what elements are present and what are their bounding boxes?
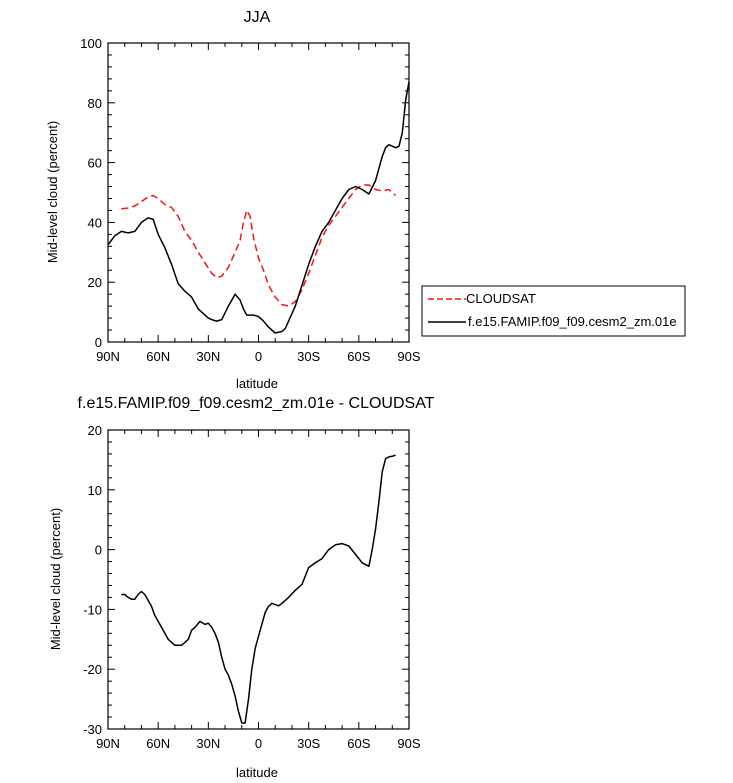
top-chart-x-tick-label: 90N xyxy=(96,349,120,364)
top-chart-x-tick-label: 30S xyxy=(297,349,320,364)
legend-label-cloudsat: CLOUDSAT xyxy=(466,291,536,306)
top-chart-x-tick-label: 60N xyxy=(146,349,170,364)
top-chart-x-axis-label: latitude xyxy=(236,376,278,391)
bottom-chart: f.e15.FAMIP.f09_f09.cesm2_zm.01e - CLOUD… xyxy=(48,395,435,780)
bottom-chart-x-tick-label: 30S xyxy=(297,736,320,751)
bottom-chart-x-axis-label: latitude xyxy=(236,765,278,780)
top-chart-y-tick-label: 20 xyxy=(88,275,102,290)
top-chart-y-tick-label: 80 xyxy=(88,96,102,111)
bottom-chart-x-tick-label: 60S xyxy=(347,736,370,751)
top-chart-x-tick-label: 90S xyxy=(397,349,420,364)
legend-box xyxy=(421,285,686,337)
bottom-chart-y-axis-label: Mid-level cloud (percent) xyxy=(48,508,63,650)
bottom-chart-y-tick-label: 20 xyxy=(88,423,102,438)
bottom-chart-series-line-0 xyxy=(121,454,396,724)
top-chart-legend: CLOUDSAT f.e15.FAMIP.f09_f09.cesm2_zm.01… xyxy=(421,285,686,337)
bottom-chart-y-tick-label: -10 xyxy=(83,602,102,617)
top-chart-plot-area: 90N 60N 30N 0 30S 60S 90S 0 20 40 60 80 100 xyxy=(80,36,421,364)
bottom-chart-x-tick-label: 90S xyxy=(397,736,420,751)
bottom-chart-title: f.e15.FAMIP.f09_f09.cesm2_zm.01e - CLOUD… xyxy=(78,395,435,412)
bottom-chart-frame xyxy=(107,429,410,730)
top-chart-y-tick-label: 0 xyxy=(95,335,102,350)
top-chart-x-tick-label: 30N xyxy=(196,349,220,364)
top-chart-y-tick-label: 60 xyxy=(88,156,102,171)
bottom-chart-y-tick-label: 10 xyxy=(88,483,102,498)
bottom-chart-y-tick-label: -20 xyxy=(83,662,102,677)
legend-label-model: f.e15.FAMIP.f09_f09.cesm2_zm.01e xyxy=(468,314,677,329)
bottom-chart-x-tick-label: 30N xyxy=(196,736,220,751)
top-chart-y-tick-label: 100 xyxy=(80,36,102,51)
bottom-chart-x-tick-label: 0 xyxy=(255,736,262,751)
bottom-chart-plot-area: 90N 60N 30N 0 30S 60S 90S -30 -20 -10 0 10 20 xyxy=(83,423,421,751)
top-chart-x-tick-label: 60S xyxy=(347,349,370,364)
bottom-chart-x-tick-label: 60N xyxy=(146,736,170,751)
top-chart: JJA 90N 60N 30N 0 30S 60S 90S 0 20 40 60 80 100 lati… xyxy=(45,9,421,391)
bottom-chart-x-tick-label: 90N xyxy=(96,736,120,751)
top-chart-y-tick-label: 40 xyxy=(88,215,102,230)
bottom-chart-y-tick-label: -30 xyxy=(83,722,102,737)
top-chart-frame xyxy=(107,42,410,343)
top-chart-title: JJA xyxy=(244,9,271,26)
top-chart-y-axis-label: Mid-level cloud (percent) xyxy=(45,121,60,263)
top-chart-series-line-0 xyxy=(121,184,397,307)
top-chart-series-line-1 xyxy=(107,81,410,334)
bottom-chart-y-tick-label: 0 xyxy=(95,543,102,558)
top-chart-x-tick-label: 0 xyxy=(255,349,262,364)
